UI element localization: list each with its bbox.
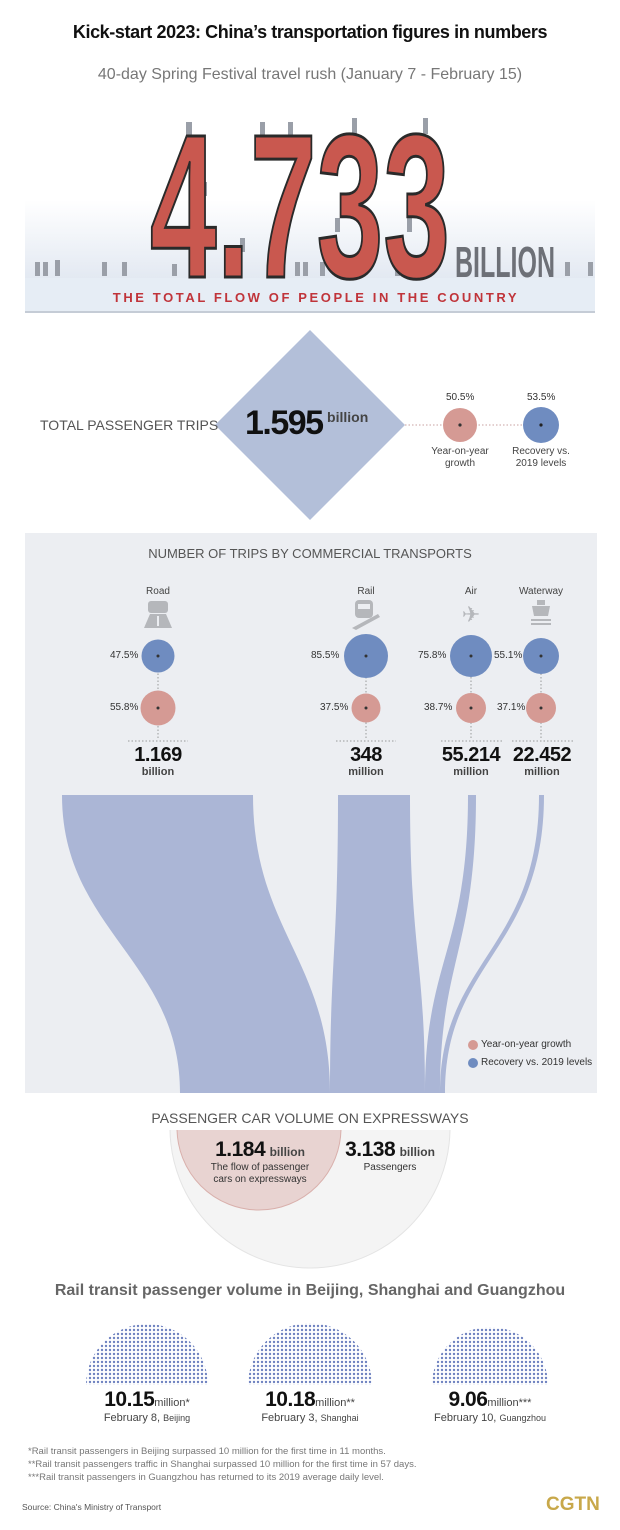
mode-waterway-label: Waterway (518, 586, 564, 597)
road-recovery-pct: 47.5% (110, 650, 139, 661)
guangzhou-stat: 9.06million*** February 10, Guangzhou (434, 1388, 546, 1424)
road-total: 1.169 billion (134, 744, 182, 778)
rail-flow (330, 795, 425, 1093)
passengers-stat: 3.138 billion Passengers (345, 1138, 435, 1173)
airplane-icon: ✈ (462, 602, 480, 627)
total-trips-label: TOTAL PASSENGER TRIPS (40, 417, 219, 433)
commercial-title: NUMBER OF TRIPS BY COMMERCIAL TRANSPORTS (148, 546, 472, 561)
footnote-guangzhou: ***Rail transit passengers in Guangzhou … (28, 1472, 384, 1483)
recovery-label: Recovery vs. 2019 levels (512, 446, 570, 469)
rail-growth-pct: 37.5% (320, 702, 349, 713)
total-trips-unit: billion (327, 409, 369, 425)
shanghai-semicircle (248, 1323, 372, 1385)
rail-total: 348 million (348, 744, 384, 778)
page-subtitle: 40-day Spring Festival travel rush (Janu… (97, 66, 523, 83)
growth-pct: 50.5% (446, 392, 475, 403)
beijing-semicircle (86, 1324, 208, 1385)
beijing-stat: 10.15million* February 8, Beijing (103, 1388, 191, 1424)
traveler-icons (35, 118, 593, 276)
footnote-shanghai: **Rail transit passengers traffic in Sha… (28, 1459, 417, 1470)
cars-circle (176, 1130, 342, 1211)
legend-growth: Year-on-year growth (481, 1039, 572, 1050)
source-note: Source: China's Ministry of Transport (22, 1502, 162, 1512)
waterway-recovery-pct: 55.1% (494, 650, 523, 661)
rail-transit-semicircles (86, 1323, 548, 1385)
legend-recovery-dot (468, 1058, 478, 1068)
total-trips-value: 1.595 (245, 404, 324, 442)
hero-ground-band (25, 278, 595, 312)
footnote-beijing: *Rail transit passengers in Beijing surp… (28, 1446, 386, 1457)
hero-backdrop (25, 200, 595, 278)
road-flow (62, 795, 330, 1093)
ship-icon (531, 600, 551, 625)
waterway-total: 22.452 million (512, 744, 572, 778)
air-total: 55.214 million (441, 744, 501, 778)
sankey-flows (62, 795, 544, 1093)
page-title: Kick-start 2023: China’s transportation … (72, 22, 548, 42)
hero-caption: THE TOTAL FLOW OF PEOPLE IN THE COUNTRY (113, 290, 519, 305)
mode-rail-label: Rail (357, 586, 375, 597)
shanghai-stat: 10.18million** February 3, Shanghai (261, 1388, 359, 1424)
growth-label: Year-on-year growth (431, 446, 489, 469)
total-trips-diamond (215, 330, 405, 520)
legend-recovery: Recovery vs. 2019 levels (481, 1057, 593, 1068)
air-recovery-pct: 75.8% (418, 650, 447, 661)
rail-transit-title: Rail transit passenger volume in Beijing… (54, 1282, 566, 1299)
hero-unit: BILLION (455, 238, 555, 287)
total-trips-stat: 1.595 billion (245, 404, 368, 443)
cars-stat: 1.184 billion The flow of passenger cars … (210, 1138, 310, 1185)
legend-growth-dot (468, 1040, 478, 1050)
waterway-growth-pct: 37.1% (497, 702, 526, 713)
cgtn-logo: CGTN (546, 1494, 600, 1515)
train-icon (352, 600, 380, 630)
car-road-icon (144, 601, 172, 628)
mode-air-label: Air (464, 586, 478, 597)
air-flow (425, 795, 476, 1093)
expressway-title: PASSENGER CAR VOLUME ON EXPRESSWAYS (151, 1110, 469, 1126)
mode-road-label: Road (146, 586, 170, 597)
hero-number: 4.733 (150, 92, 450, 321)
guangzhou-semicircle (432, 1327, 548, 1385)
road-growth-pct: 55.8% (110, 702, 139, 713)
recovery-pct: 53.5% (527, 392, 556, 403)
rail-recovery-pct: 85.5% (311, 650, 340, 661)
air-growth-pct: 38.7% (424, 702, 453, 713)
